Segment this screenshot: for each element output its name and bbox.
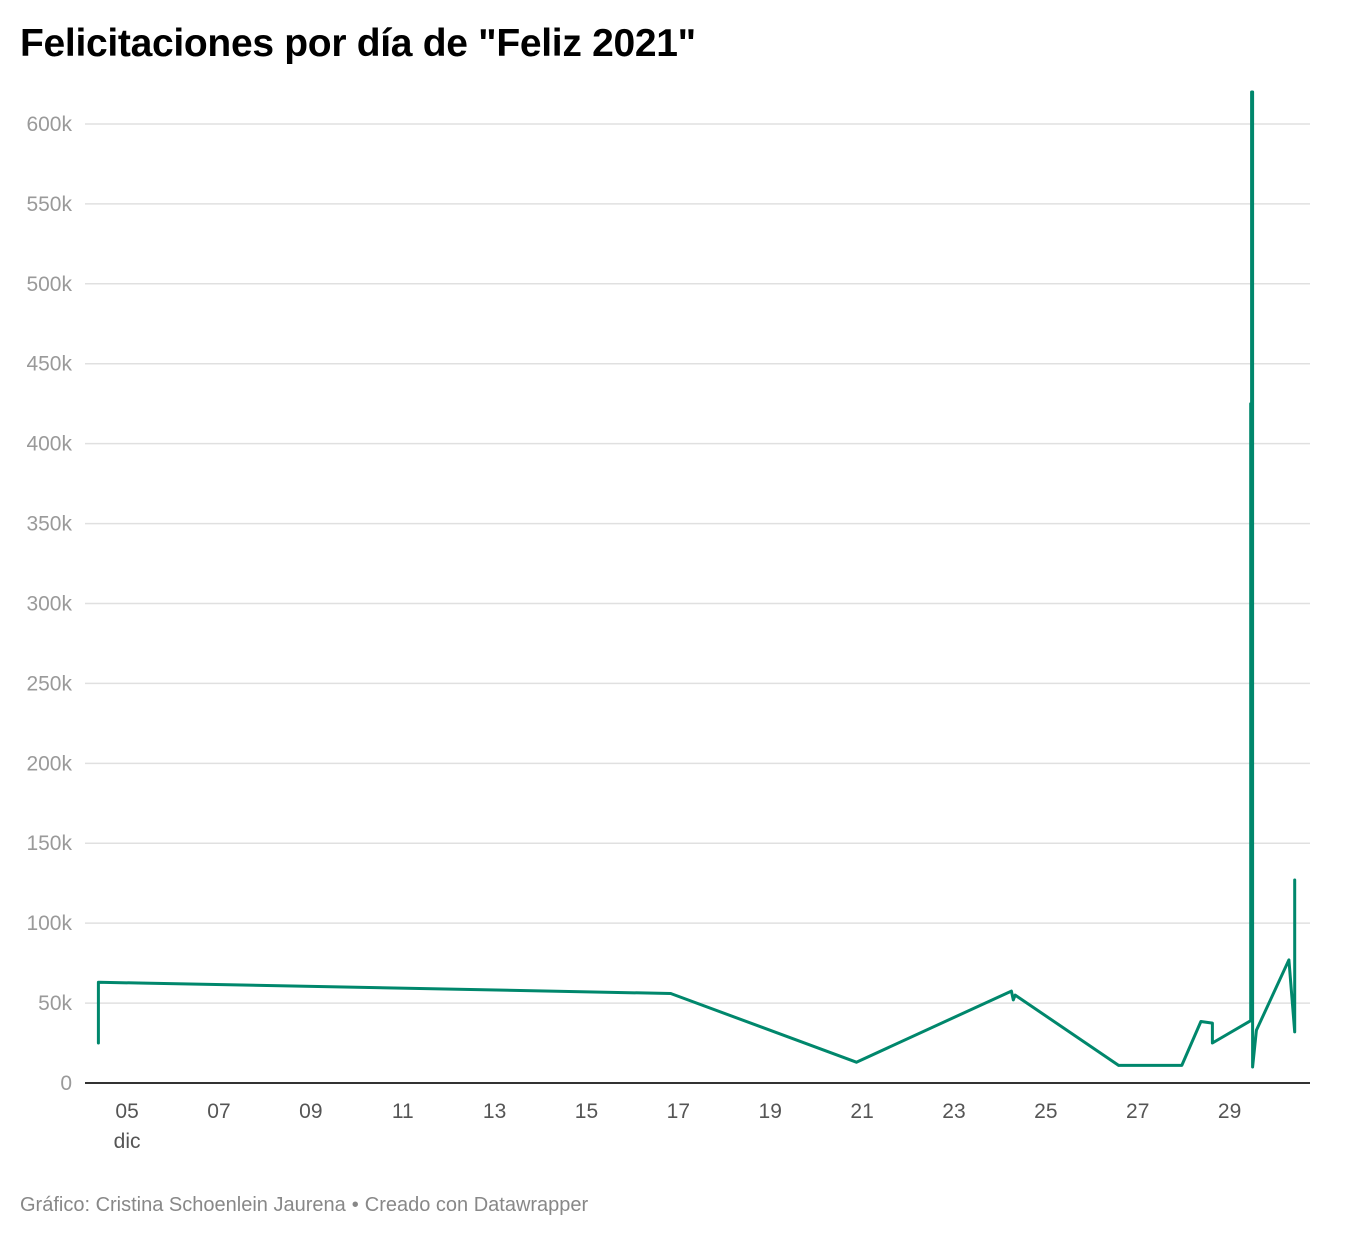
data-point — [1211, 1041, 1214, 1045]
data-point — [97, 981, 100, 984]
data-point — [1014, 993, 1017, 997]
y-tick-label: 400k — [26, 433, 72, 456]
y-tick-label: 150k — [26, 832, 72, 855]
x-tick-label: 27 — [1126, 1100, 1149, 1123]
x-tick-label: 11 — [392, 1100, 414, 1123]
y-tick-label: 100k — [26, 912, 72, 935]
data-point — [1010, 989, 1013, 993]
x-tick-label: 13 — [483, 1100, 506, 1123]
data-point — [1012, 998, 1015, 1002]
data-point — [1117, 1064, 1120, 1067]
y-tick-label: 450k — [26, 353, 72, 376]
line-chart: 0 50k 100k 150k 200k 250k 300k 350k 400k 450k 500k… — [26, 90, 1310, 1153]
data-point — [855, 1061, 858, 1064]
y-tick-label: 550k — [26, 193, 72, 216]
data-point — [1293, 1030, 1296, 1034]
x-tick-label: 17 — [667, 1100, 690, 1123]
data-point — [1251, 1065, 1254, 1069]
x-tick-label: 15 — [575, 1100, 598, 1123]
data-point — [1211, 1021, 1214, 1025]
series-line — [96, 90, 1297, 1069]
y-tick-label: 350k — [26, 513, 72, 536]
x-tick-label: 21 — [850, 1100, 873, 1123]
data-point — [1293, 878, 1296, 882]
data-point — [1251, 90, 1254, 94]
y-tick-label: 0 — [60, 1072, 72, 1095]
y-tick-label: 250k — [26, 672, 72, 695]
gridlines — [85, 123, 1310, 1004]
y-tick-label: 300k — [26, 592, 72, 615]
data-point — [143, 981, 146, 985]
data-point — [1180, 1064, 1183, 1067]
footer-separator: • — [351, 1194, 359, 1216]
y-tick-label: 600k — [26, 113, 72, 136]
x-tick-month-label: dic — [114, 1130, 141, 1153]
x-tick-label: 09 — [299, 1100, 322, 1123]
x-tick-label: 29 — [1218, 1100, 1241, 1123]
chart-title: Felicitaciones por día de "Feliz 2021" — [20, 22, 696, 65]
y-axis-ticks: 0 50k 100k 150k 200k 250k 300k 350k 400k 450k 500k… — [26, 113, 72, 1095]
x-axis-ticks: 05 dic 07 09 11 13 15 17 19 21 23 25 27 29 — [114, 1100, 1242, 1153]
x-tick-label: 05 — [115, 1100, 138, 1123]
tool-link[interactable]: Creado con Datawrapper — [364, 1194, 589, 1216]
data-point — [97, 1041, 100, 1045]
chart-footer: Gráfico: Cristina Schoenlein Jaurena • Cre… — [20, 1194, 588, 1217]
x-tick-label: 07 — [207, 1100, 230, 1123]
data-point — [1250, 402, 1253, 405]
x-tick-label: 23 — [942, 1100, 965, 1123]
credit-text: Gráfico: Cristina Schoenlein Jaurena — [20, 1194, 346, 1216]
x-tick-label: 25 — [1034, 1100, 1057, 1123]
y-tick-label: 50k — [38, 992, 72, 1015]
data-point — [669, 992, 672, 995]
data-point — [1199, 1020, 1203, 1023]
x-tick-label: 19 — [759, 1100, 782, 1123]
series — [96, 90, 1297, 1069]
data-point — [1255, 1029, 1258, 1032]
data-point — [1287, 958, 1291, 962]
y-tick-label: 500k — [26, 273, 72, 296]
y-tick-label: 200k — [26, 752, 72, 775]
data-point — [1249, 1019, 1252, 1022]
